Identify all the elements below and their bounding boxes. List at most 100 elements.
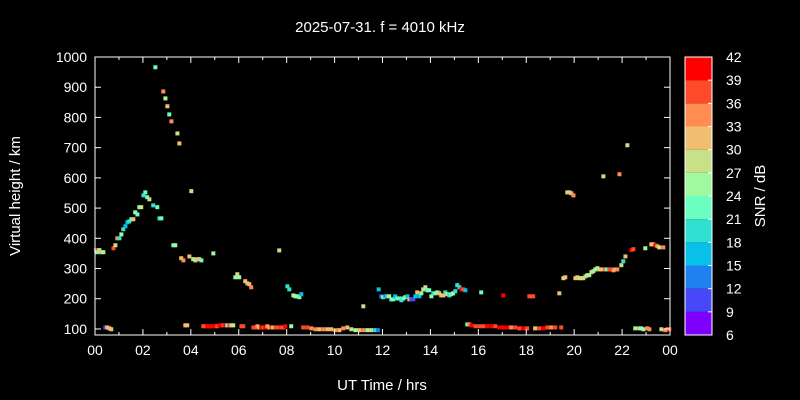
data-point [623, 254, 628, 259]
data-point [497, 325, 502, 330]
data-point [405, 294, 410, 299]
colorbar: 6 9 12 15 18 21 24 27 30 33 36 39 42 [684, 49, 742, 343]
data-point [155, 205, 160, 210]
data-point [517, 326, 522, 331]
data-point [365, 328, 370, 333]
y-tick-label: 200 [64, 291, 88, 307]
data-point [569, 191, 574, 196]
data-point [243, 279, 248, 284]
data-point [163, 96, 168, 101]
data-point [169, 119, 174, 124]
data-point [659, 327, 664, 332]
data-point [663, 328, 668, 333]
data-point [313, 327, 318, 332]
x-tick-label: 18 [518, 342, 534, 358]
data-point [417, 294, 422, 299]
data-point [489, 324, 494, 329]
data-point [411, 297, 416, 302]
y-axis-label: Virtual height / km [7, 136, 24, 256]
data-point [557, 291, 562, 296]
data-point [545, 325, 550, 330]
data-point [361, 304, 366, 309]
data-point [143, 190, 148, 195]
data-point [553, 325, 558, 330]
chart-title: 2025-07-31. f = 4010 kHz [295, 19, 465, 36]
data-points [93, 65, 672, 333]
data-point [575, 275, 580, 280]
colorbar-tick-label: 36 [726, 95, 742, 111]
data-point [159, 216, 164, 221]
data-point [219, 323, 224, 328]
data-point [485, 324, 490, 329]
colorbar-tick-label: 27 [726, 165, 742, 181]
data-point [187, 254, 192, 259]
data-point [259, 325, 264, 330]
data-point [179, 256, 184, 261]
data-point [479, 290, 484, 295]
x-tick-label: 02 [135, 342, 151, 358]
y-tick-label: 100 [64, 321, 88, 337]
data-point [533, 326, 538, 331]
data-point [381, 295, 386, 300]
colorbar-tick-label: 33 [726, 119, 742, 135]
data-point [241, 324, 246, 329]
data-point [95, 250, 100, 255]
data-point [337, 328, 342, 333]
colorbar-tick-label: 6 [726, 327, 734, 343]
x-tick-label: 04 [183, 342, 199, 358]
x-tick-label: 06 [231, 342, 247, 358]
data-point [141, 193, 146, 198]
data-point [139, 205, 144, 210]
data-point [423, 285, 428, 290]
data-point [477, 324, 482, 329]
data-point [345, 325, 350, 330]
colorbar-tick-label: 42 [726, 49, 742, 65]
data-point [661, 245, 666, 250]
data-point [123, 224, 128, 229]
data-point [357, 328, 362, 333]
data-point [605, 267, 610, 272]
data-point [287, 287, 292, 292]
data-point [639, 326, 644, 331]
data-point [493, 324, 498, 329]
data-point [641, 327, 646, 332]
data-point [277, 248, 282, 253]
data-point [165, 104, 170, 109]
data-point [275, 325, 280, 330]
data-point [633, 326, 638, 331]
data-point [481, 324, 486, 329]
data-point [541, 326, 546, 331]
data-point [537, 326, 542, 331]
data-point [505, 325, 510, 330]
data-point [413, 294, 418, 299]
data-point [349, 327, 354, 332]
x-tick-label: 12 [375, 342, 391, 358]
data-point [117, 236, 122, 241]
data-point [93, 248, 98, 253]
data-point [433, 291, 438, 296]
data-point [175, 131, 180, 136]
data-point [375, 328, 380, 333]
y-tick-label: 300 [64, 261, 88, 277]
data-point [619, 263, 624, 268]
data-point [325, 327, 330, 332]
data-point [439, 293, 444, 298]
data-point [445, 292, 450, 297]
data-point [421, 287, 426, 292]
x-tick-label: 22 [614, 342, 630, 358]
data-point [177, 141, 182, 146]
data-point [161, 89, 166, 94]
data-point [531, 294, 536, 299]
data-point [127, 219, 132, 224]
data-point [601, 174, 606, 179]
colorbar-band [685, 265, 712, 289]
data-point [559, 325, 564, 330]
y-tick-label: 1000 [56, 49, 87, 65]
colorbar-band [685, 80, 712, 104]
colorbar-band [685, 57, 712, 81]
data-point [409, 297, 414, 302]
colorbar-label: SNR / dB [752, 165, 769, 228]
data-point [119, 232, 124, 237]
data-point [253, 325, 258, 330]
